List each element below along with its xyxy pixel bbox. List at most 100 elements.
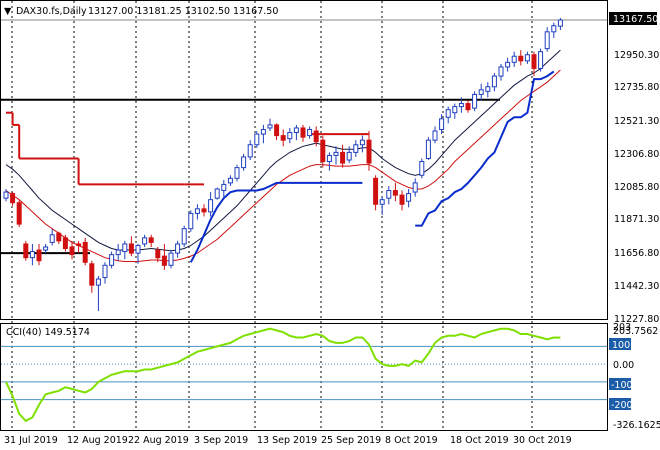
candle-body xyxy=(505,61,511,68)
vertical-grid xyxy=(11,1,533,430)
candle-body xyxy=(392,190,398,196)
candle xyxy=(353,140,359,157)
candle-body xyxy=(247,144,253,158)
candle-body xyxy=(373,177,379,205)
time-label: 3 Sep 2019 xyxy=(194,435,248,446)
cci-panel-frame xyxy=(0,323,608,431)
candles xyxy=(3,17,563,312)
lower-trailing-line xyxy=(189,181,363,263)
candle-body xyxy=(95,278,101,286)
time-label: 12 Aug 2019 xyxy=(67,435,128,446)
cci-tick: 100 xyxy=(612,340,630,351)
candle-body xyxy=(56,232,62,242)
moving-average-slow xyxy=(5,69,561,262)
candle xyxy=(62,234,68,252)
candle xyxy=(505,57,511,72)
candle-body xyxy=(10,193,16,204)
candle xyxy=(36,243,42,266)
candle-body xyxy=(62,237,68,250)
candle xyxy=(188,210,194,232)
candle-body xyxy=(340,151,346,164)
candle xyxy=(214,187,220,200)
price-tick: 11227.80 xyxy=(614,314,659,325)
candle-body xyxy=(458,103,464,108)
candle xyxy=(3,189,9,202)
candle xyxy=(373,175,379,211)
candle xyxy=(208,192,214,217)
candle xyxy=(135,243,141,264)
candle-body xyxy=(518,55,524,62)
candle xyxy=(227,175,233,186)
candle xyxy=(201,204,207,217)
candle-body xyxy=(346,151,352,161)
candle-body xyxy=(168,252,174,266)
candle xyxy=(194,204,200,220)
candle xyxy=(518,50,524,66)
candle-body xyxy=(280,135,286,141)
cci-tick: -100 xyxy=(611,380,633,391)
price-tick: 12950.30 xyxy=(614,50,659,61)
candle xyxy=(82,237,88,266)
candle xyxy=(346,146,352,164)
candle-body xyxy=(115,249,121,256)
cci-badge-100 xyxy=(609,338,631,350)
candle xyxy=(320,135,326,168)
candle xyxy=(76,240,82,254)
candle-body xyxy=(82,241,88,263)
candle xyxy=(10,192,16,206)
candle-body xyxy=(386,190,392,199)
cci-line xyxy=(5,327,561,423)
candle-body xyxy=(439,118,445,130)
dropdown-arrow-icon[interactable]: ▼ xyxy=(4,6,12,17)
candle xyxy=(254,131,260,148)
candle-body xyxy=(544,31,550,50)
candle-body xyxy=(333,151,339,156)
candle-body xyxy=(76,243,82,246)
candle xyxy=(43,243,49,254)
candle xyxy=(307,126,313,139)
candle-body xyxy=(524,54,530,62)
candle xyxy=(148,234,154,247)
candle xyxy=(379,196,385,215)
cci-series-line xyxy=(5,327,561,423)
candle-body xyxy=(326,154,332,163)
candle xyxy=(293,124,299,141)
candle-body xyxy=(3,191,9,199)
candle xyxy=(260,124,266,144)
candle xyxy=(313,126,319,147)
cci-tick: 0.00 xyxy=(613,360,634,371)
main-chart-frame xyxy=(0,0,608,320)
candle xyxy=(326,152,332,171)
candle-body xyxy=(128,243,134,254)
candle-body xyxy=(412,182,418,193)
candle xyxy=(280,129,286,147)
candle xyxy=(524,51,530,64)
candle xyxy=(122,240,128,260)
candle-body xyxy=(300,127,306,138)
cci-levels xyxy=(1,345,607,401)
candle xyxy=(241,153,247,171)
candle-body xyxy=(551,25,557,33)
candle-body xyxy=(465,103,471,111)
price-tick: 11656.80 xyxy=(614,248,659,259)
price-tick: 11871.30 xyxy=(614,214,659,225)
candle-body xyxy=(241,156,247,169)
cci-badge-minus200 xyxy=(609,398,631,410)
time-label: 25 Sep 2019 xyxy=(321,435,381,446)
candle-body xyxy=(267,124,273,129)
candle-body xyxy=(287,132,293,140)
candle xyxy=(498,63,504,81)
candle-body xyxy=(491,75,497,88)
candle-body xyxy=(122,243,128,253)
candle xyxy=(161,243,167,270)
candle-body xyxy=(69,246,75,256)
candle-body xyxy=(142,237,148,245)
candle-body xyxy=(419,161,425,176)
candle-body xyxy=(425,139,431,159)
candle xyxy=(432,126,438,144)
time-label: 18 Oct 2019 xyxy=(450,435,509,446)
candle xyxy=(478,83,484,101)
cci-tick: 203.7562 xyxy=(613,326,658,337)
candle-body xyxy=(379,199,385,205)
